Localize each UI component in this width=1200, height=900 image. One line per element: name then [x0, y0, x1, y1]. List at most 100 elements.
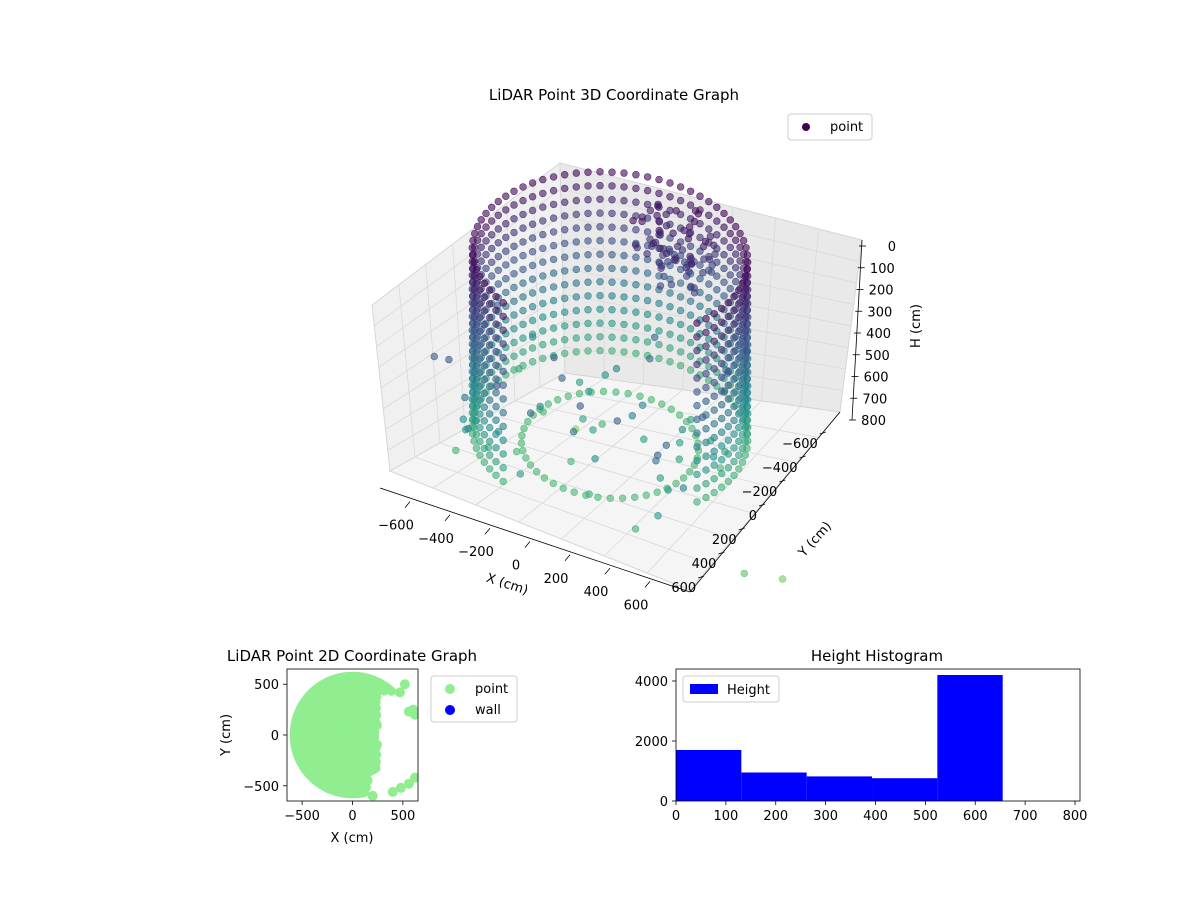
lidar-point: [486, 368, 494, 377]
lidar-point: [724, 464, 732, 472]
lidar-point: [730, 402, 738, 411]
lidar-point: [488, 244, 496, 253]
y-tick-label-3d: 0: [749, 509, 757, 524]
grid-line-floor-b: [439, 442, 733, 540]
lidar-point: [476, 355, 484, 363]
lidar-point: [492, 347, 500, 356]
lidar-point: [564, 392, 572, 400]
lidar-point: [494, 211, 502, 220]
lidar-point: [738, 348, 747, 356]
lidar-point: [468, 251, 477, 259]
lidar-point: [731, 277, 740, 286]
y-ticks-histogram: 0 2000 4000: [635, 675, 676, 810]
x-tick-mark-3d: [564, 554, 571, 562]
lidar-point: [510, 297, 518, 305]
lidar-point: [698, 413, 707, 421]
lidar-point: [528, 358, 537, 366]
x-tick-label-3d: 200: [544, 572, 569, 587]
lidar-point: [472, 334, 481, 342]
lidar-point: [519, 293, 527, 301]
lidar-point: [608, 209, 616, 218]
lidar-point: [686, 325, 695, 333]
lidar-point: [591, 455, 599, 463]
lidar-point: [539, 340, 547, 349]
lidar-point: [482, 237, 490, 245]
lidar-point: [693, 443, 701, 451]
lidar-point: [741, 369, 749, 377]
lidar-point: [502, 247, 510, 255]
lidar-point: [482, 250, 490, 259]
lidar-point: [646, 355, 654, 363]
lidar-point: [701, 237, 710, 246]
lidar-point: [476, 327, 484, 336]
lidar-point: [499, 367, 507, 376]
lidar-point: [653, 211, 661, 220]
lidar-point: [516, 470, 524, 478]
lidar-point: [499, 340, 507, 348]
lidar-point: [656, 244, 664, 253]
lidar-point: [499, 436, 507, 444]
lidar-point: [572, 169, 580, 177]
lidar-point: [559, 484, 567, 492]
lidar-point: [502, 261, 510, 269]
lidar-point: [720, 223, 728, 231]
y-tick-mark-3d: [698, 575, 705, 579]
point-2d: [370, 731, 380, 741]
lidar-point: [676, 348, 685, 356]
lidar-point: [696, 275, 704, 283]
lidar-point: [596, 264, 604, 272]
x-tick-mark-3d: [524, 541, 531, 548]
lidar-point: [713, 272, 721, 280]
lidar-point: [660, 272, 668, 281]
lidar-point: [713, 299, 721, 308]
point-2d: [362, 775, 373, 786]
point-2d: [399, 679, 410, 690]
lidar-point: [743, 258, 752, 266]
lidar-point: [717, 387, 726, 395]
lidar-point: [735, 314, 743, 322]
y-tick-label-3d: −200: [742, 485, 778, 500]
lidar-point: [738, 279, 747, 288]
lidar-point: [472, 403, 481, 411]
lidar-point: [735, 355, 743, 363]
lidar-point: [472, 430, 481, 439]
lidar-point: [539, 272, 547, 280]
lidar-point: [560, 253, 569, 261]
lidar-point: [693, 470, 701, 479]
lidar-point: [650, 333, 659, 341]
lidar-point: [549, 479, 557, 488]
lidar-point: [687, 260, 696, 268]
lidar-point: [738, 293, 747, 301]
lidar-point: [596, 195, 604, 204]
lidar-point: [741, 355, 749, 363]
lidar-point: [528, 289, 537, 297]
lidar-point: [672, 207, 680, 215]
lidar-point: [696, 233, 704, 242]
lidar-point: [519, 334, 527, 342]
lidar-point: [730, 347, 738, 356]
grid-line-floor-b: [414, 456, 712, 565]
lidar-point: [502, 288, 510, 297]
lidar-point: [730, 416, 738, 425]
lidar-point: [608, 168, 616, 176]
lidar-point: [430, 352, 438, 361]
lidar-point: [696, 261, 704, 269]
lidar-point: [778, 575, 787, 583]
lidar-point: [518, 432, 526, 440]
lidar-point: [743, 265, 751, 274]
lidar-point: [524, 417, 532, 426]
lidar-point: [730, 444, 738, 452]
lidar-point: [560, 171, 569, 179]
lidar-point: [470, 258, 478, 266]
x-tick-label-histogram: 400: [863, 809, 888, 824]
lidar-point: [632, 253, 640, 261]
lidar-point: [672, 479, 680, 488]
lidar-point: [667, 405, 675, 413]
lidar-point: [720, 278, 728, 286]
lidar-point: [738, 307, 747, 315]
lidar-point: [549, 173, 558, 181]
lidar-point: [488, 272, 496, 280]
lidar-point: [596, 319, 604, 327]
x-tick-label-histogram: 0: [672, 809, 680, 824]
lidar-point: [519, 238, 527, 246]
